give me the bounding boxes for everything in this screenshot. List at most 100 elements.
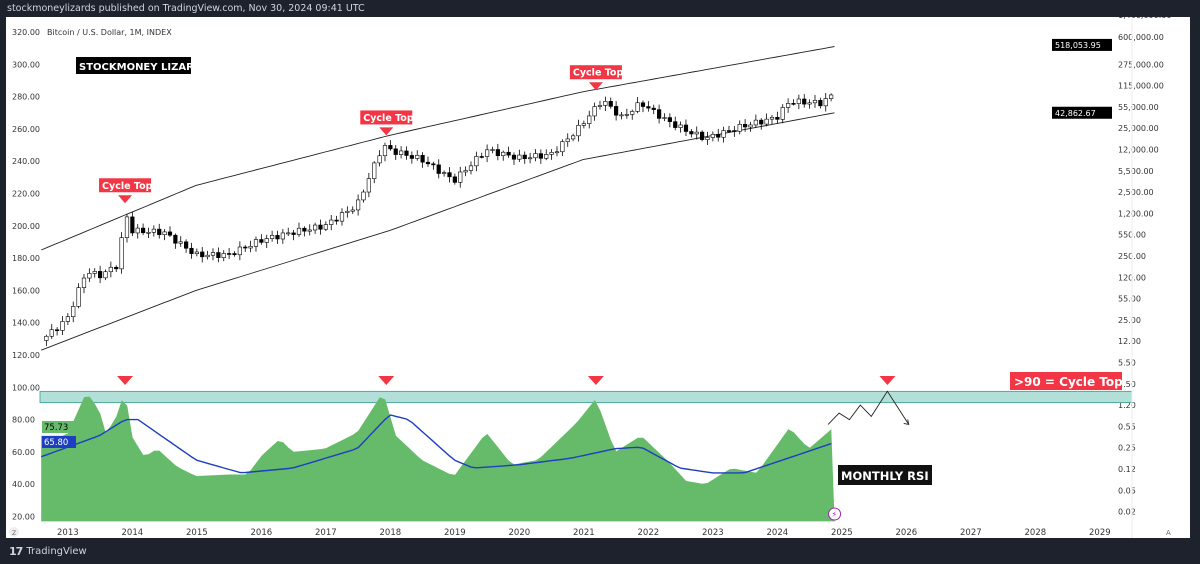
right-axis-tick: 1,200.00 xyxy=(1118,209,1154,218)
candle xyxy=(216,252,221,259)
candle xyxy=(382,145,388,157)
left-axis-tick: 260.00 xyxy=(12,125,40,134)
candle xyxy=(554,151,560,154)
right-axis-tick: 25.00 xyxy=(1118,316,1141,325)
candle xyxy=(55,329,60,332)
right-axis-tick: 0.05 xyxy=(1118,486,1136,495)
candle xyxy=(743,124,748,128)
rsi-ma-line xyxy=(40,414,832,474)
watermark-label: STOCKMONEY LIZARDS xyxy=(79,62,209,73)
x-axis-tick: 2021 xyxy=(573,528,595,538)
candle xyxy=(748,124,753,128)
candle xyxy=(753,119,758,126)
cycle-top-box xyxy=(569,65,622,80)
arrow-head-icon xyxy=(903,419,910,426)
candle xyxy=(630,111,635,115)
candle xyxy=(528,157,533,160)
candle xyxy=(533,153,538,159)
candle xyxy=(232,253,237,256)
candle xyxy=(667,117,672,122)
right-axis-tick: 1.20 xyxy=(1118,401,1136,410)
left-axis-tick: 80.00 xyxy=(12,416,35,425)
x-axis-tick: 2026 xyxy=(896,528,918,538)
x-axis-tick: 2024 xyxy=(767,528,789,538)
right-axis-tick: 275,000.00 xyxy=(1118,60,1164,69)
candle xyxy=(221,253,226,259)
candle xyxy=(624,114,629,116)
left-axis-tick: 120.00 xyxy=(12,351,40,360)
chart-svg[interactable]: 320.00 300.00 280.00 260.00 240.00 220.00 200.… xyxy=(6,17,1190,538)
z-button-icon: Z xyxy=(12,530,16,537)
cycle-top-marker xyxy=(118,195,133,204)
candle xyxy=(694,131,699,135)
candle xyxy=(388,145,393,150)
candle xyxy=(474,156,479,167)
candle xyxy=(463,170,468,173)
candle xyxy=(447,172,452,178)
candle xyxy=(227,253,232,255)
candle xyxy=(366,178,371,193)
left-axis-tick: 40.00 xyxy=(12,480,35,489)
candle xyxy=(167,231,173,236)
candle xyxy=(592,106,597,117)
candle xyxy=(65,316,70,322)
cycle-top-box xyxy=(360,110,413,125)
candle xyxy=(780,107,785,120)
candle xyxy=(769,116,775,120)
candle xyxy=(76,287,81,307)
right-axis-tick: 55,000.00 xyxy=(1118,103,1159,112)
symbol-title: Bitcoin / U.S. Dollar, 1M, INDEX xyxy=(47,28,172,37)
candle xyxy=(764,118,769,125)
rsi-top-marker xyxy=(587,376,604,385)
right-axis-tick: 12,000.00 xyxy=(1118,146,1159,155)
channel-upper-line xyxy=(41,46,835,251)
candle xyxy=(818,100,823,107)
left-axis-tick: 320.00 xyxy=(12,28,40,37)
x-axis-tick: 2018 xyxy=(380,528,402,538)
cycle-top-marker xyxy=(379,127,394,136)
rsi-zone-label-box xyxy=(1010,372,1122,390)
footer-brand[interactable]: TradingView xyxy=(26,546,87,557)
candle xyxy=(420,155,425,163)
candle xyxy=(130,216,135,234)
candle xyxy=(49,329,54,337)
x-axis-tick: 2016 xyxy=(251,528,273,538)
cycle-top-label: Cycle Top xyxy=(363,113,414,124)
rsi-projection-path xyxy=(827,390,910,425)
x-axis-tick: 2027 xyxy=(960,528,982,538)
candle xyxy=(296,227,302,235)
rsi-top-marker xyxy=(117,376,134,385)
z-button xyxy=(9,527,19,537)
candle xyxy=(135,227,140,234)
candle xyxy=(490,149,495,151)
publish-header: stockmoneylizards published on TradingVi… xyxy=(7,3,365,14)
candle xyxy=(275,235,280,240)
right-axis-tick: 5.50 xyxy=(1118,359,1136,368)
candle xyxy=(700,131,705,140)
candle xyxy=(313,224,318,231)
candle xyxy=(829,94,834,99)
candle xyxy=(307,229,312,232)
candle xyxy=(726,130,732,132)
price-badge-label: 42,862.67 xyxy=(1055,109,1096,118)
rsi-top-marker xyxy=(378,376,395,385)
candle xyxy=(334,219,339,222)
x-axis-tick: 2013 xyxy=(57,528,79,538)
right-axis-tick: 5,500.00 xyxy=(1118,167,1154,176)
rsi-ma-value-badge-label: 65.80 xyxy=(44,438,68,448)
footer: 17 TradingView xyxy=(9,545,87,558)
candle xyxy=(356,199,361,211)
x-axis-tick: 2014 xyxy=(122,528,144,538)
candle xyxy=(114,266,119,270)
candle xyxy=(98,271,103,279)
candle xyxy=(173,234,178,244)
x-axis-tick: 2017 xyxy=(315,528,337,538)
candle xyxy=(662,117,667,119)
candle xyxy=(522,154,527,160)
chart-panel[interactable]: 320.00 300.00 280.00 260.00 240.00 220.00 200.… xyxy=(6,17,1190,538)
candle xyxy=(270,235,275,239)
candle xyxy=(350,209,355,212)
price-badge-label: 518,053.95 xyxy=(1055,41,1101,50)
candle xyxy=(431,163,436,166)
candle xyxy=(812,100,818,104)
